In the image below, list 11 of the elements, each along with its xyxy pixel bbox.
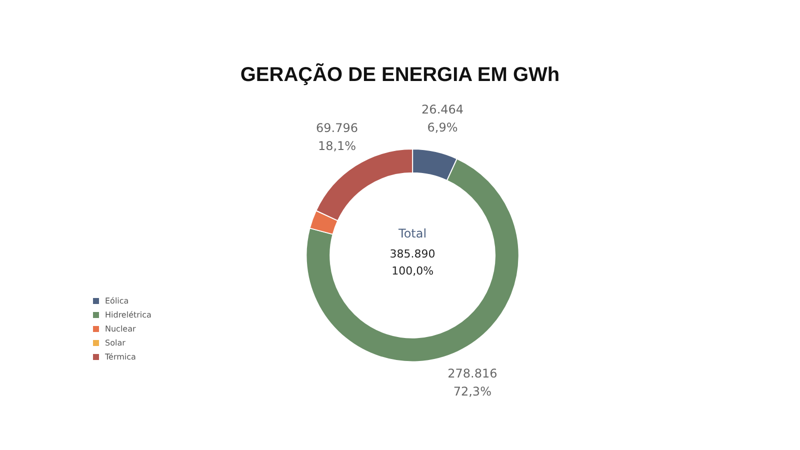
legend-label: Nuclear [105,324,136,334]
legend-label: Hidrelétrica [105,310,152,320]
legend-label: Solar [105,338,126,348]
data-label: 26.464 6,9% [422,102,464,134]
legend-label: Eólica [105,296,129,306]
text: Total [398,226,427,240]
text: 385.890 100,0% [390,247,436,278]
data-label: 69.796 18,1% [316,121,358,154]
data-label: 278.816 72,3% [448,366,498,398]
chart-title: GERAÇÃO DE ENERGIA EM GWh [240,63,560,86]
legend-label: Térmica [104,352,136,362]
